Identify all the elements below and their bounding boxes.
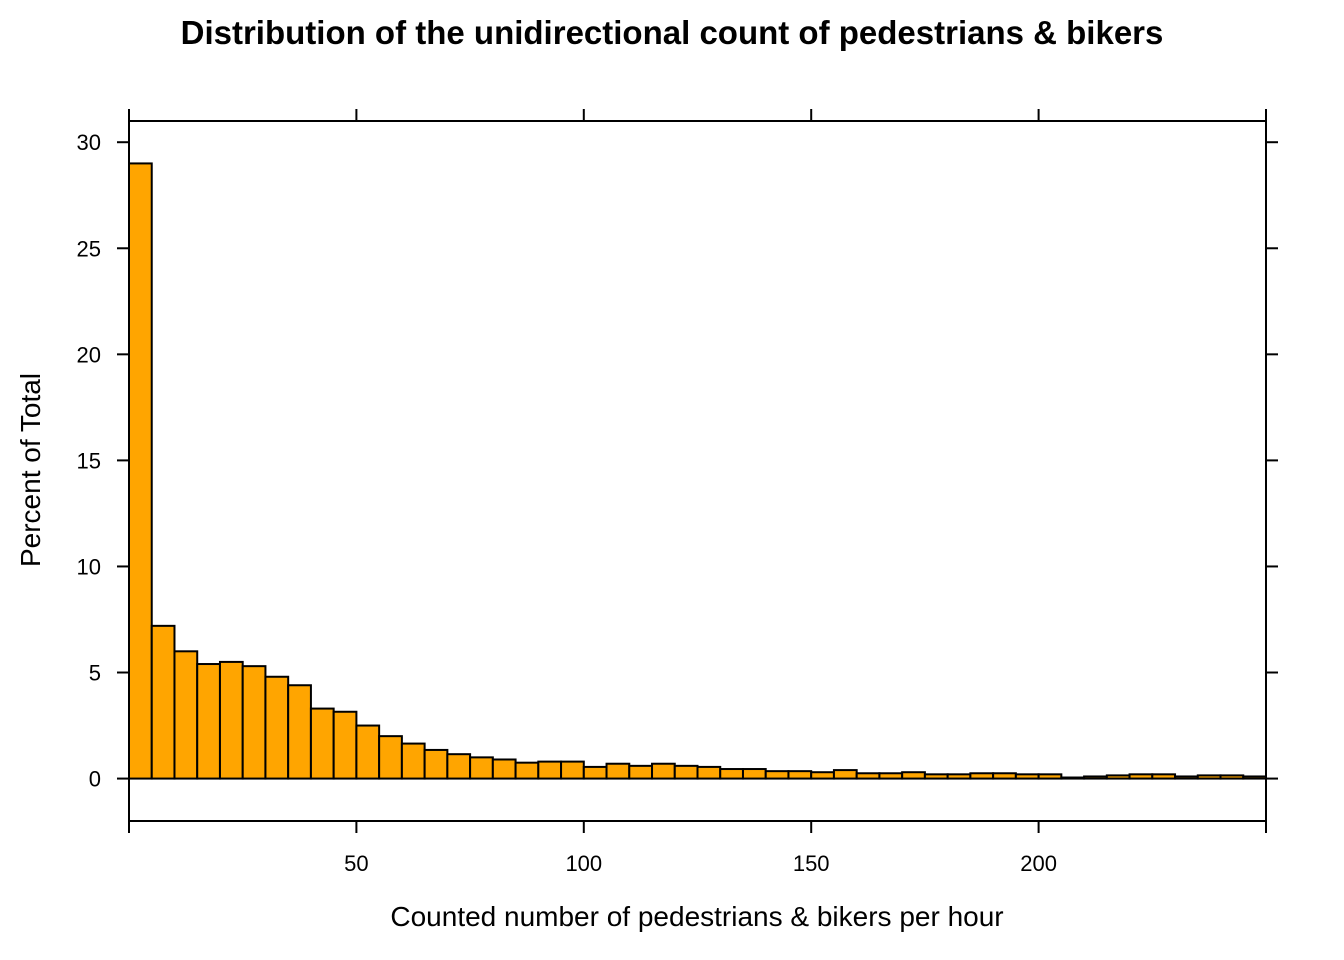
histogram-bar xyxy=(1151,773,1177,780)
x-axis-label: Counted number of pedestrians & bikers p… xyxy=(390,901,1003,932)
histogram-bar xyxy=(1083,775,1108,780)
y-axis-label: Percent of Total xyxy=(15,373,46,567)
histogram-bar xyxy=(446,753,472,780)
histogram-bar xyxy=(378,735,403,780)
histogram-bar xyxy=(309,707,335,780)
histogram-bar xyxy=(810,771,835,780)
histogram-bar xyxy=(764,770,790,780)
y-tick-label: 25 xyxy=(77,236,101,261)
histogram-bar xyxy=(946,773,972,780)
axis-ticks: 50 100 150 200 0 5 10 15 20 25 30 xyxy=(77,109,1278,876)
histogram-bar xyxy=(719,768,744,780)
histogram-bar xyxy=(878,772,904,780)
histogram-bar xyxy=(264,675,290,780)
histogram-bar xyxy=(423,748,449,780)
histogram-bar xyxy=(628,764,654,780)
histogram-bar xyxy=(969,772,995,780)
x-tick-label: 50 xyxy=(344,851,368,876)
histogram-bar xyxy=(355,724,381,780)
histogram-bar xyxy=(923,773,949,780)
histogram-bar xyxy=(787,770,813,780)
histogram-bar xyxy=(469,756,494,780)
y-tick-label: 15 xyxy=(77,448,101,473)
histogram-bar xyxy=(673,764,699,780)
histogram-bar xyxy=(1196,774,1222,780)
y-tick-label: 30 xyxy=(77,130,101,155)
histogram-bar xyxy=(560,760,585,780)
x-tick-label: 100 xyxy=(565,851,602,876)
histogram-bar xyxy=(855,772,881,780)
histogram-bar xyxy=(1014,773,1040,780)
histogram-bar xyxy=(514,761,540,780)
histogram-bar xyxy=(537,760,563,780)
histogram-bar xyxy=(491,758,517,780)
histogram-bar xyxy=(196,663,221,780)
y-tick-label: 0 xyxy=(89,767,101,792)
histogram-bar xyxy=(1105,774,1131,780)
x-tick-label: 200 xyxy=(1020,851,1057,876)
histogram-bar xyxy=(400,742,426,780)
x-tick-label: 150 xyxy=(793,851,830,876)
histogram-bar xyxy=(696,765,722,780)
histogram-bar xyxy=(128,162,153,780)
histogram-bar xyxy=(605,762,631,780)
histogram-bar xyxy=(992,772,1017,780)
histogram-bar xyxy=(651,762,676,780)
y-tick-label: 5 xyxy=(89,661,101,686)
histogram-bar xyxy=(150,624,176,780)
histogram-bar xyxy=(241,665,267,780)
y-tick-label: 20 xyxy=(77,342,101,367)
histogram-bar xyxy=(287,684,312,780)
histogram-bar xyxy=(832,769,858,780)
histogram-bar xyxy=(1219,774,1245,780)
histogram-bar xyxy=(582,765,608,780)
histogram-bar xyxy=(173,650,199,780)
bars-group xyxy=(128,162,1268,780)
histogram-bar xyxy=(1128,773,1154,780)
histogram-bar xyxy=(1037,773,1063,780)
histogram-bar xyxy=(1060,776,1086,780)
plot-frame xyxy=(128,120,1267,822)
histogram-bar xyxy=(1174,775,1199,780)
histogram-bar xyxy=(741,768,767,780)
y-tick-label: 10 xyxy=(77,554,101,579)
histogram-bar xyxy=(332,710,358,780)
chart-title: Distribution of the unidirectional count… xyxy=(181,14,1164,51)
histogram-bar xyxy=(218,660,244,780)
histogram-bar xyxy=(901,771,926,780)
histogram-bar xyxy=(1242,775,1268,780)
